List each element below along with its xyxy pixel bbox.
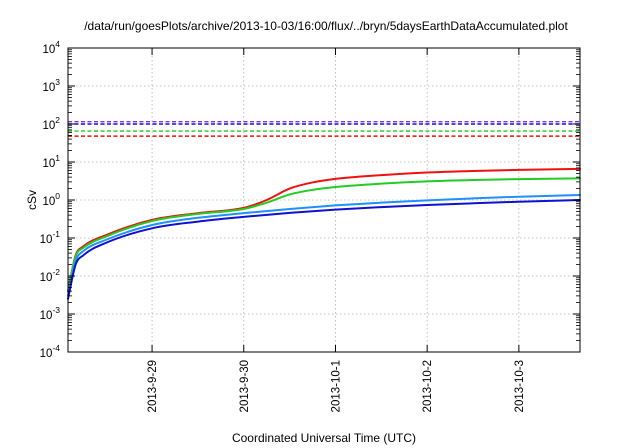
y-tick-label: 10-1: [40, 229, 61, 246]
grid: [68, 48, 580, 352]
series-line: [67, 167, 581, 293]
x-tick-label: 2013-9-30: [239, 360, 251, 412]
y-tick-label: 101: [42, 153, 60, 170]
x-axis-label: Coordinated Universal Time (UTC): [232, 431, 416, 445]
series-line: [67, 194, 581, 297]
y-tick-label: 10-4: [40, 343, 61, 360]
x-tick-label: 2013-9-29: [147, 360, 159, 412]
chart-title: /data/run/goesPlots/archive/2013-10-03/1…: [84, 19, 568, 33]
series-line: [67, 199, 581, 300]
x-tick-label: 2013-10-1: [330, 360, 342, 412]
series-lines: [67, 167, 581, 300]
series-line: [67, 177, 581, 293]
y-tick-label: 100: [42, 191, 60, 208]
y-tick-label: 10-3: [40, 305, 61, 322]
y-tick-label: 102: [42, 115, 60, 132]
y-tick-label: 103: [42, 77, 60, 94]
y-tick-label: 10-2: [40, 267, 61, 284]
y-axis-label: cSv: [25, 190, 39, 210]
threshold-lines: [68, 120, 580, 137]
x-tick-label: 2013-10-2: [422, 360, 434, 412]
x-tick-label: 2013-10-3: [514, 360, 526, 412]
y-tick-label: 104: [42, 39, 60, 56]
axes: 10-4 10-3 10-2 10-1 100 101 102 103 104 2013-9-29…: [40, 39, 581, 412]
plot-frame: [67, 47, 581, 353]
